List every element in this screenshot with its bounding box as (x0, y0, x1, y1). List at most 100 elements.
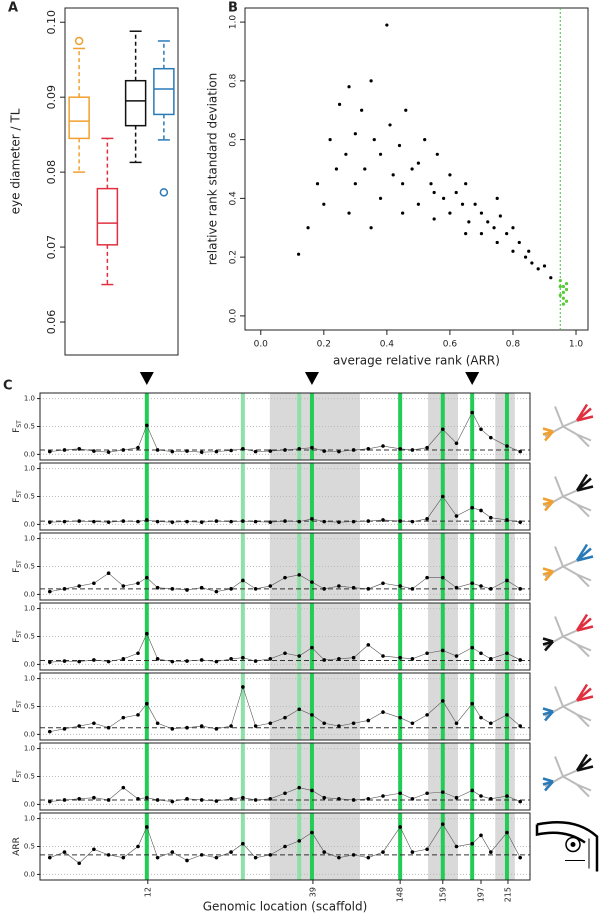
x-tick-label: 39 (308, 887, 317, 897)
point (337, 584, 341, 588)
point (199, 585, 204, 590)
point (363, 167, 367, 171)
x-tick-label: 12 (143, 887, 152, 897)
point (253, 798, 258, 802)
point (440, 648, 445, 653)
point (136, 581, 140, 586)
point (561, 302, 566, 306)
point (121, 715, 126, 720)
point (229, 448, 233, 453)
point (351, 853, 356, 857)
point (561, 296, 566, 300)
point (283, 715, 287, 720)
y-tick-label: 1.0 (24, 605, 35, 613)
shaded-region (269, 673, 360, 740)
point (425, 713, 429, 717)
y-axis-label: relative rank standard deviation (206, 73, 220, 266)
point (489, 850, 493, 854)
point (410, 587, 415, 591)
point (199, 724, 204, 728)
point (62, 519, 67, 524)
point (185, 797, 189, 801)
shaded-region (269, 743, 360, 810)
point (214, 449, 219, 454)
point (351, 721, 356, 726)
point (366, 718, 371, 723)
point (467, 220, 471, 224)
y-tick-label: 0.07 (45, 235, 58, 260)
point (229, 657, 233, 661)
track-frame (39, 742, 531, 811)
point (322, 658, 327, 662)
point (381, 794, 385, 798)
point (241, 841, 245, 846)
track-frame (39, 392, 531, 461)
point (121, 448, 126, 452)
point (440, 575, 445, 580)
point (432, 190, 436, 195)
point (229, 587, 233, 591)
track-frame (39, 812, 531, 881)
point (145, 701, 149, 706)
y-tick-label: 1.0 (24, 815, 35, 823)
point (199, 658, 204, 662)
point (106, 659, 111, 664)
y-tick-label: 0.5 (24, 703, 35, 711)
point (92, 795, 96, 800)
y-tick-label: 0.5 (24, 843, 35, 851)
point (416, 161, 420, 165)
point (425, 791, 429, 796)
point (479, 584, 483, 588)
point (410, 797, 415, 801)
track: 0.0 0.5 1.0 FST (12, 462, 594, 531)
point (297, 707, 302, 712)
point (106, 853, 111, 857)
y-tick-label: 0.0 (24, 660, 35, 668)
shaded-region (269, 463, 360, 530)
point (283, 519, 287, 523)
point (454, 190, 458, 195)
point (199, 450, 204, 454)
point (268, 853, 273, 857)
point (518, 587, 522, 591)
y-axis-label: FST (12, 700, 23, 713)
point (92, 721, 96, 726)
point (381, 444, 385, 448)
tree-clade (542, 707, 554, 722)
y-tick-label: 0.09 (45, 85, 58, 110)
point (518, 855, 522, 860)
point (378, 152, 383, 156)
point (454, 654, 459, 658)
point (136, 844, 140, 849)
y-tick-label: 0.0 (24, 730, 35, 738)
y-tick-label: 0.8 (229, 73, 239, 88)
point (366, 855, 371, 860)
box (96, 187, 119, 246)
point (62, 798, 67, 802)
point (454, 844, 459, 849)
point (561, 290, 566, 294)
point (322, 449, 327, 453)
point (344, 152, 348, 156)
point (268, 449, 273, 453)
point (306, 226, 310, 230)
point (214, 855, 219, 860)
point (185, 659, 189, 663)
point (381, 581, 385, 586)
point (369, 226, 373, 230)
y-label-main: F (12, 638, 22, 643)
point (464, 232, 468, 236)
y-tick-label: 0.0 (24, 450, 35, 458)
point (77, 724, 81, 728)
point (322, 587, 327, 591)
point (48, 799, 52, 804)
point (185, 725, 189, 730)
point (92, 658, 96, 662)
point (536, 267, 540, 271)
point (429, 182, 433, 186)
point (155, 798, 160, 802)
point (470, 581, 474, 586)
point (518, 658, 522, 662)
point (310, 517, 314, 521)
